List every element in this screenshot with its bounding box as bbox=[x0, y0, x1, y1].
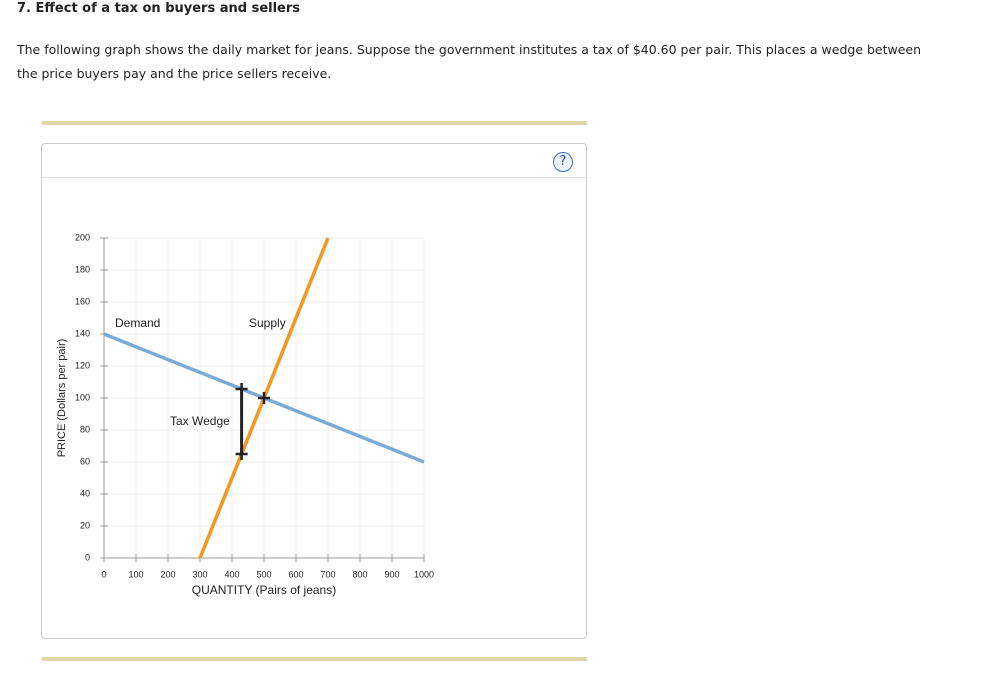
divider bbox=[42, 657, 587, 661]
y-tick-label: 180 bbox=[75, 264, 90, 274]
x-axis-title: QUANTITY (Pairs of jeans) bbox=[192, 583, 336, 597]
question-text: The following graph shows the daily mark… bbox=[17, 42, 922, 81]
y-tick-label: 20 bbox=[80, 520, 90, 530]
x-tick-label: 200 bbox=[160, 569, 175, 579]
point-marker bbox=[258, 392, 270, 404]
y-tick-label: 160 bbox=[75, 296, 90, 306]
x-tick-label: 900 bbox=[384, 569, 399, 579]
y-tick-label: 200 bbox=[75, 232, 90, 242]
y-tick-label: 120 bbox=[75, 360, 90, 370]
point-marker bbox=[235, 448, 248, 460]
y-tick-label: 0 bbox=[85, 552, 90, 562]
divider bbox=[42, 121, 587, 125]
y-tick-label: 60 bbox=[80, 456, 90, 466]
x-tick-label: 0 bbox=[101, 569, 106, 579]
tax-wedge-label: Tax Wedge bbox=[170, 414, 230, 428]
x-tick-label: 800 bbox=[352, 569, 367, 579]
y-axis-title: PRICE (Dollars per pair) bbox=[56, 339, 68, 458]
x-tick-label: 1000 bbox=[414, 569, 434, 579]
x-tick-label: 700 bbox=[320, 569, 335, 579]
point-marker bbox=[235, 383, 248, 396]
help-button[interactable]: ? bbox=[553, 152, 573, 172]
curve-label: Demand bbox=[115, 316, 160, 330]
x-tick-label: 400 bbox=[224, 569, 239, 579]
curve-label: Supply bbox=[249, 316, 286, 330]
panel-header-line bbox=[42, 177, 586, 178]
y-tick-label: 100 bbox=[75, 392, 90, 402]
x-tick-label: 100 bbox=[128, 569, 143, 579]
y-tick-label: 140 bbox=[75, 328, 90, 338]
question-title: 7. Effect of a tax on buyers and sellers bbox=[17, 1, 301, 16]
x-tick-label: 500 bbox=[256, 569, 271, 579]
y-tick-label: 40 bbox=[80, 488, 90, 498]
x-tick-label: 600 bbox=[288, 569, 303, 579]
x-tick-label: 300 bbox=[192, 569, 207, 579]
graph-panel: ? bbox=[41, 143, 587, 639]
y-tick-label: 80 bbox=[80, 424, 90, 434]
